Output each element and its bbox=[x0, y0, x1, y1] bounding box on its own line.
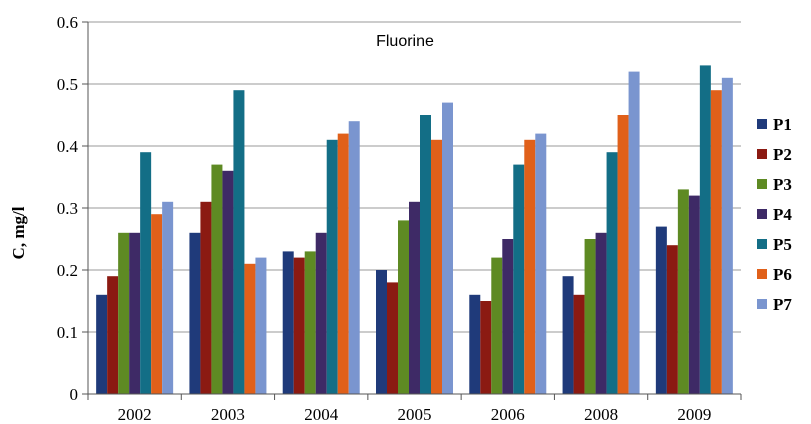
bar-p6-2008 bbox=[617, 115, 629, 394]
legend-swatch-p1 bbox=[757, 119, 767, 129]
bar-p4-2003 bbox=[222, 170, 234, 394]
bar-p4-2009 bbox=[688, 195, 700, 394]
bar-p7-2005 bbox=[442, 102, 453, 394]
bar-p2-2006 bbox=[480, 301, 492, 394]
legend-label-p1: P1 bbox=[773, 115, 792, 134]
bar-p3-2006 bbox=[491, 257, 503, 394]
y-tick-label: 0 bbox=[70, 385, 79, 404]
bar-p5-2008 bbox=[606, 152, 618, 394]
bar-p6-2004 bbox=[337, 133, 349, 394]
x-tick-label: 2003 bbox=[211, 405, 245, 424]
legend-swatch-p3 bbox=[757, 179, 767, 189]
bar-p1-2006 bbox=[469, 294, 481, 394]
bar-p5-2006 bbox=[513, 164, 525, 394]
bar-p7-2002 bbox=[162, 201, 174, 394]
bar-p5-2005 bbox=[420, 115, 431, 394]
bar-p3-2004 bbox=[304, 251, 316, 394]
bar-p4-2002 bbox=[129, 232, 141, 394]
axes bbox=[82, 21, 742, 400]
bar-p6-2006 bbox=[524, 139, 536, 394]
y-tick-label: 0.3 bbox=[57, 199, 78, 218]
legend-label-p6: P6 bbox=[773, 265, 792, 284]
bar-p3-2002 bbox=[118, 232, 130, 394]
bar-p4-2005 bbox=[409, 201, 420, 394]
x-tick-label: 2004 bbox=[304, 405, 339, 424]
y-tick-label: 0.4 bbox=[57, 137, 79, 156]
y-tick-label: 0.2 bbox=[57, 261, 78, 280]
bar-p5-2003 bbox=[233, 90, 245, 394]
bar-p1-2008 bbox=[562, 276, 574, 394]
bar-p3-2009 bbox=[677, 189, 689, 394]
bar-p4-2008 bbox=[595, 232, 607, 394]
bar-p6-2005 bbox=[431, 139, 442, 394]
bar-p3-2008 bbox=[584, 239, 596, 394]
bar-p1-2002 bbox=[96, 294, 108, 394]
bar-p7-2008 bbox=[628, 71, 640, 394]
bar-p4-2006 bbox=[502, 239, 514, 394]
legend: P1 P2 P3 P4 P5 P6 P7 bbox=[757, 115, 792, 314]
x-tick-label: 2002 bbox=[118, 405, 152, 424]
x-tick-label: 2006 bbox=[491, 405, 525, 424]
bar-p6-2009 bbox=[710, 90, 722, 394]
bar-p1-2003 bbox=[189, 232, 201, 394]
tick-labels: 0 0.1 0.2 0.3 0.4 0.5 0.6 2002 2003 2004 2005 2006 2… bbox=[57, 13, 712, 424]
bar-p2-2009 bbox=[666, 245, 678, 394]
legend-swatch-p6 bbox=[757, 269, 767, 279]
bar-p1-2009 bbox=[655, 226, 667, 394]
bar-p1-2004 bbox=[282, 251, 294, 394]
legend-swatch-p5 bbox=[757, 239, 767, 249]
bar-p2-2004 bbox=[293, 257, 305, 394]
chart-title: Fluorine bbox=[376, 33, 434, 50]
legend-label-p4: P4 bbox=[773, 205, 792, 224]
bar-p7-2003 bbox=[255, 257, 267, 394]
bar-p7-2004 bbox=[348, 121, 360, 394]
legend-label-p3: P3 bbox=[773, 175, 792, 194]
legend-swatch-p2 bbox=[757, 149, 767, 159]
bar-p6-2002 bbox=[151, 214, 163, 394]
bar-p2-2008 bbox=[573, 294, 585, 394]
bar-p7-2006 bbox=[535, 133, 547, 394]
x-tick-label: 2005 bbox=[398, 405, 432, 424]
bar-p7-2009 bbox=[721, 77, 733, 395]
y-tick-label: 0.6 bbox=[57, 13, 78, 32]
legend-label-p7: P7 bbox=[773, 295, 792, 314]
bar-p4-2004 bbox=[315, 232, 327, 394]
legend-swatch-p7 bbox=[757, 299, 767, 309]
bars bbox=[96, 65, 733, 395]
y-axis-label: C, mg/l bbox=[9, 206, 28, 259]
bar-p5-2004 bbox=[326, 139, 338, 394]
bar-p3-2005 bbox=[398, 220, 409, 394]
legend-swatch-p4 bbox=[757, 209, 767, 219]
legend-label-p2: P2 bbox=[773, 145, 792, 164]
bar-p6-2003 bbox=[244, 263, 256, 394]
bar-p5-2009 bbox=[699, 65, 711, 395]
y-tick-label: 0.1 bbox=[57, 323, 78, 342]
x-tick-label: 2008 bbox=[584, 405, 618, 424]
bar-p2-2002 bbox=[107, 276, 119, 394]
bar-p1-2005 bbox=[376, 270, 387, 394]
legend-label-p5: P5 bbox=[773, 235, 792, 254]
bar-p5-2002 bbox=[140, 152, 152, 394]
bar-p3-2003 bbox=[211, 164, 223, 394]
x-tick-label: 2009 bbox=[677, 405, 711, 424]
y-tick-label: 0.5 bbox=[57, 75, 78, 94]
bar-p2-2005 bbox=[387, 282, 398, 394]
bar-p2-2003 bbox=[200, 201, 212, 394]
